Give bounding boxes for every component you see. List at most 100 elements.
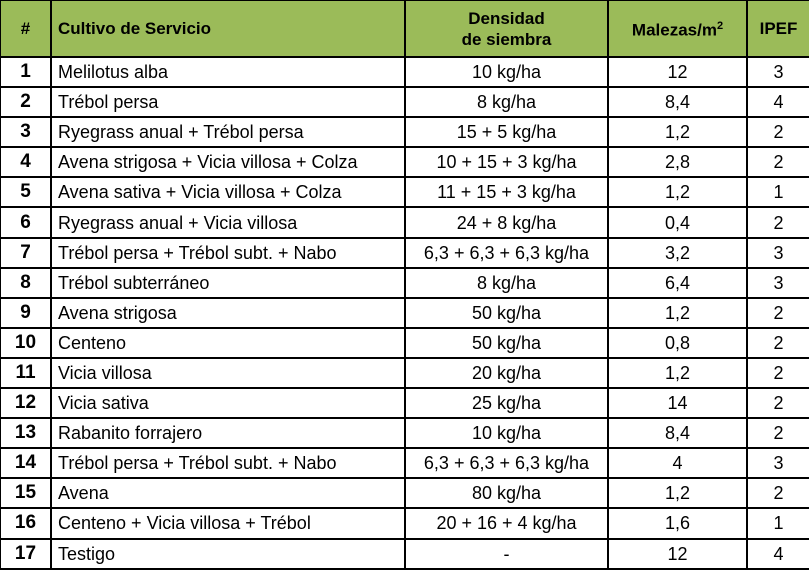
table-row: 10 Centeno 50 kg/ha 0,8 2 <box>0 326 809 359</box>
row-number: 2 <box>0 86 52 119</box>
ipef-value: 3 <box>746 447 809 480</box>
weeds-per-m2: 0,8 <box>607 326 748 359</box>
row-number: 6 <box>0 206 52 239</box>
sowing-density: - <box>404 537 609 570</box>
weeds-per-m2: 1,2 <box>607 116 748 149</box>
weeds-per-m2: 8,4 <box>607 86 748 119</box>
crop-name: Ryegrass anual + Trébol persa <box>50 116 406 149</box>
header-row: # Cultivo de Servicio Densidad de siembra… <box>0 0 809 58</box>
table-row: 5 Avena sativa + Vicia villosa + Colza 11 … <box>0 176 809 209</box>
sowing-density: 6,3 + 6,3 + 6,3 kg/ha <box>404 447 609 480</box>
ipef-value: 2 <box>746 296 809 329</box>
header-weeds: Malezas/m2 <box>607 0 748 58</box>
table-row: 3 Ryegrass anual + Trébol persa 15 + 5 kg/… <box>0 116 809 149</box>
header-ipef: IPEF <box>746 0 809 58</box>
row-number: 11 <box>0 356 52 390</box>
row-number: 12 <box>0 387 52 420</box>
ipef-value: 3 <box>746 236 809 269</box>
row-number: 14 <box>0 447 52 480</box>
ipef-value: 2 <box>746 146 809 179</box>
weeds-per-m2: 6,4 <box>607 266 748 299</box>
ipef-value: 2 <box>746 477 809 510</box>
crop-name: Trébol subterráneo <box>50 266 406 299</box>
weeds-per-m2: 12 <box>607 537 748 570</box>
crop-name: Avena sativa + Vicia villosa + Colza <box>50 176 406 209</box>
row-number: 7 <box>0 236 52 269</box>
header-density-line2: de siembra <box>461 29 552 49</box>
ipef-value: 2 <box>746 206 809 239</box>
header-crop: Cultivo de Servicio <box>50 0 406 58</box>
ipef-value: 3 <box>746 266 809 299</box>
crop-name: Vicia sativa <box>50 387 406 420</box>
crop-name: Testigo <box>50 537 406 570</box>
table-row: 9 Avena strigosa 50 kg/ha 1,2 2 <box>0 296 809 329</box>
ipef-value: 2 <box>746 356 809 390</box>
table-row: 15 Avena 80 kg/ha 1,2 2 <box>0 477 809 510</box>
table-row: 2 Trébol persa 8 kg/ha 8,4 4 <box>0 86 809 119</box>
sowing-density: 15 + 5 kg/ha <box>404 116 609 149</box>
ipef-value: 4 <box>746 86 809 119</box>
row-number: 10 <box>0 326 52 359</box>
row-number: 17 <box>0 537 52 570</box>
header-weeds-label: Malezas/m <box>631 20 717 40</box>
sowing-density: 10 kg/ha <box>404 417 609 450</box>
sowing-density: 80 kg/ha <box>404 477 609 510</box>
sowing-density: 20 kg/ha <box>404 356 609 390</box>
crop-name: Trébol persa + Trébol subt. + Nabo <box>50 447 406 480</box>
weeds-per-m2: 2,8 <box>607 146 748 179</box>
table-row: 1 Melilotus alba 10 kg/ha 12 3 <box>0 55 809 89</box>
row-number: 9 <box>0 296 52 329</box>
sowing-density: 8 kg/ha <box>404 266 609 299</box>
ipef-value: 2 <box>746 417 809 450</box>
weeds-per-m2: 12 <box>607 55 748 89</box>
sowing-density: 25 kg/ha <box>404 387 609 420</box>
weeds-per-m2: 1,2 <box>607 296 748 329</box>
row-number: 13 <box>0 417 52 450</box>
table-row: 8 Trébol subterráneo 8 kg/ha 6,4 3 <box>0 266 809 299</box>
ipef-value: 3 <box>746 55 809 89</box>
crop-name: Avena strigosa + Vicia villosa + Colza <box>50 146 406 179</box>
crop-name: Avena strigosa <box>50 296 406 329</box>
crop-name: Trébol persa <box>50 86 406 119</box>
crop-name: Vicia villosa <box>50 356 406 390</box>
crop-name: Trébol persa + Trébol subt. + Nabo <box>50 236 406 269</box>
sowing-density: 10 + 15 + 3 kg/ha <box>404 146 609 179</box>
header-density-line1: Densidad <box>468 8 545 28</box>
crop-name: Ryegrass anual + Vicia villosa <box>50 206 406 239</box>
table-row: 4 Avena strigosa + Vicia villosa + Colza 1… <box>0 146 809 179</box>
table-row: 13 Rabanito forrajero 10 kg/ha 8,4 2 <box>0 417 809 450</box>
header-density: Densidad de siembra <box>404 0 609 58</box>
crop-name: Rabanito forrajero <box>50 417 406 450</box>
weeds-per-m2: 1,2 <box>607 176 748 209</box>
crop-name: Centeno + Vicia villosa + Trébol <box>50 507 406 540</box>
ipef-value: 2 <box>746 116 809 149</box>
row-number: 4 <box>0 146 52 179</box>
weeds-per-m2: 1,6 <box>607 507 748 540</box>
weeds-per-m2: 4 <box>607 447 748 480</box>
table-row: 12 Vicia sativa 25 kg/ha 14 2 <box>0 387 809 420</box>
table-row: 7 Trébol persa + Trébol subt. + Nabo 6,3 +… <box>0 236 809 269</box>
ipef-value: 2 <box>746 326 809 359</box>
sowing-density: 50 kg/ha <box>404 326 609 359</box>
weeds-per-m2: 3,2 <box>607 236 748 269</box>
crop-name: Avena <box>50 477 406 510</box>
sowing-density: 50 kg/ha <box>404 296 609 329</box>
weeds-per-m2: 0,4 <box>607 206 748 239</box>
sowing-density: 11 + 15 + 3 kg/ha <box>404 176 609 209</box>
weeds-per-m2: 8,4 <box>607 417 748 450</box>
table-row: 14 Trébol persa + Trébol subt. + Nabo 6,3 … <box>0 447 809 480</box>
sowing-density: 20 + 16 + 4 kg/ha <box>404 507 609 540</box>
weeds-per-m2: 1,2 <box>607 356 748 390</box>
row-number: 8 <box>0 266 52 299</box>
crop-name: Melilotus alba <box>50 55 406 89</box>
table-row: 11 Vicia villosa 20 kg/ha 1,2 2 <box>0 356 809 390</box>
sowing-density: 6,3 + 6,3 + 6,3 kg/ha <box>404 236 609 269</box>
table-row: 17 Testigo -12 4 <box>0 537 809 570</box>
header-weeds-sup: 2 <box>716 20 724 33</box>
sowing-density: 24 + 8 kg/ha <box>404 206 609 239</box>
row-number: 5 <box>0 176 52 209</box>
header-number: # <box>0 0 52 58</box>
sowing-density: 10 kg/ha <box>404 55 609 89</box>
row-number: 15 <box>0 477 52 510</box>
